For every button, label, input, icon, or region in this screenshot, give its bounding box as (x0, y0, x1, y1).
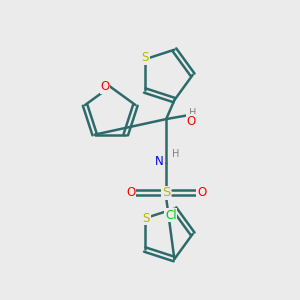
Text: S: S (162, 186, 170, 199)
Text: S: S (142, 212, 150, 225)
Text: O: O (126, 186, 136, 199)
Text: H: H (189, 108, 196, 118)
Text: S: S (142, 51, 149, 64)
Text: H: H (172, 149, 179, 159)
Text: N: N (155, 155, 164, 168)
Text: O: O (197, 186, 206, 199)
Text: Cl: Cl (165, 209, 177, 222)
Text: O: O (187, 115, 196, 128)
Text: O: O (100, 80, 110, 93)
